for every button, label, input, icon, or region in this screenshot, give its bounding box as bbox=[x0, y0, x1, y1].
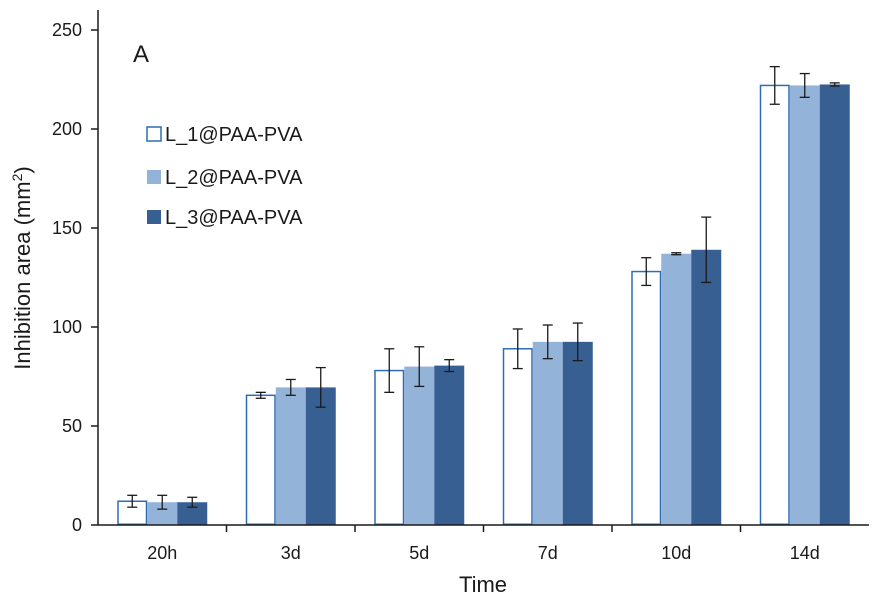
error-bar-s2-20h bbox=[157, 494, 168, 510]
bar-s3-5d bbox=[434, 365, 465, 525]
error-bar-s3-3d bbox=[315, 366, 326, 408]
y-tick-label-1: 50 bbox=[62, 416, 82, 436]
y-tick-label-2: 100 bbox=[52, 317, 82, 337]
error-bar-s2-14d bbox=[799, 72, 810, 98]
error-bar-s3-7d bbox=[572, 322, 583, 362]
legend-swatch-2 bbox=[147, 170, 161, 184]
x-ticks-layer: 20h 3d 5d 7d 10d 14d bbox=[147, 525, 820, 563]
legend-item-1: L_1@PAA-PVA bbox=[146, 124, 303, 146]
error-bar-s2-5d bbox=[414, 346, 425, 388]
bar-s1-5d bbox=[374, 369, 405, 525]
x-tick-label-5: 14d bbox=[790, 543, 820, 563]
bar-s2-5d bbox=[404, 366, 435, 525]
error-bars-layer bbox=[127, 65, 840, 510]
y-tick-label-0: 0 bbox=[72, 515, 82, 535]
error-bar-s3-10d bbox=[701, 216, 712, 284]
x-tick-label-3: 7d bbox=[538, 543, 558, 563]
bar-s2-7d bbox=[532, 341, 563, 525]
bar-s2-10d bbox=[661, 253, 692, 526]
legend: L_1@PAA-PVA L_2@PAA-PVA L_3@PAA-PVA bbox=[146, 124, 303, 229]
legend-swatch-1 bbox=[146, 126, 162, 142]
error-bar-s1-5d bbox=[384, 348, 395, 393]
legend-item-3: L_3@PAA-PVA bbox=[147, 207, 303, 229]
x-tick-label-4: 10d bbox=[661, 543, 691, 563]
error-bar-s2-7d bbox=[542, 324, 553, 360]
bar-s2-20h bbox=[147, 502, 178, 525]
panel-label: A bbox=[133, 41, 149, 68]
legend-label-1: L_1@PAA-PVA bbox=[165, 124, 303, 146]
error-bar-s2-3d bbox=[285, 378, 296, 396]
axes-layer bbox=[97, 10, 869, 526]
bar-s1-7d bbox=[502, 348, 533, 525]
bar-s1-10d bbox=[631, 270, 662, 525]
bar-s3-3d bbox=[305, 387, 336, 525]
error-bar-s3-5d bbox=[444, 359, 455, 373]
error-bar-s1-7d bbox=[512, 328, 523, 370]
bars-layer bbox=[117, 84, 850, 526]
bar-s3-20h bbox=[177, 502, 208, 525]
legend-swatch-3 bbox=[147, 210, 161, 224]
bar-s2-14d bbox=[789, 85, 820, 525]
bar-s3-14d bbox=[819, 84, 850, 525]
bar-s1-3d bbox=[245, 394, 276, 525]
error-bar-s3-14d bbox=[829, 82, 840, 87]
y-ticks-layer: 0 50 100 150 200 250 bbox=[52, 20, 98, 535]
error-bar-s2-10d bbox=[671, 252, 682, 256]
y-tick-label-5: 250 bbox=[52, 20, 82, 40]
x-axis-title: Time bbox=[459, 572, 507, 597]
error-bar-s1-3d bbox=[255, 391, 266, 399]
bar-s3-10d bbox=[691, 249, 722, 525]
error-bar-s3-20h bbox=[187, 496, 198, 508]
bar-s1-14d bbox=[759, 84, 790, 525]
legend-label-2: L_2@PAA-PVA bbox=[165, 167, 303, 189]
legend-item-2: L_2@PAA-PVA bbox=[147, 167, 303, 189]
legend-label-3: L_3@PAA-PVA bbox=[165, 207, 303, 229]
y-axis-title: Inhibition area (mm2) bbox=[9, 166, 35, 369]
bar-s3-7d bbox=[562, 341, 593, 525]
y-tick-label-3: 150 bbox=[52, 218, 82, 238]
y-tick-label-4: 200 bbox=[52, 119, 82, 139]
x-tick-label-2: 5d bbox=[409, 543, 429, 563]
error-bar-s1-14d bbox=[769, 65, 780, 105]
error-bar-s1-20h bbox=[127, 494, 138, 508]
error-bar-s1-10d bbox=[641, 257, 652, 287]
x-tick-label-0: 20h bbox=[147, 543, 177, 563]
x-tick-label-1: 3d bbox=[281, 543, 301, 563]
bar-s2-3d bbox=[275, 387, 306, 525]
